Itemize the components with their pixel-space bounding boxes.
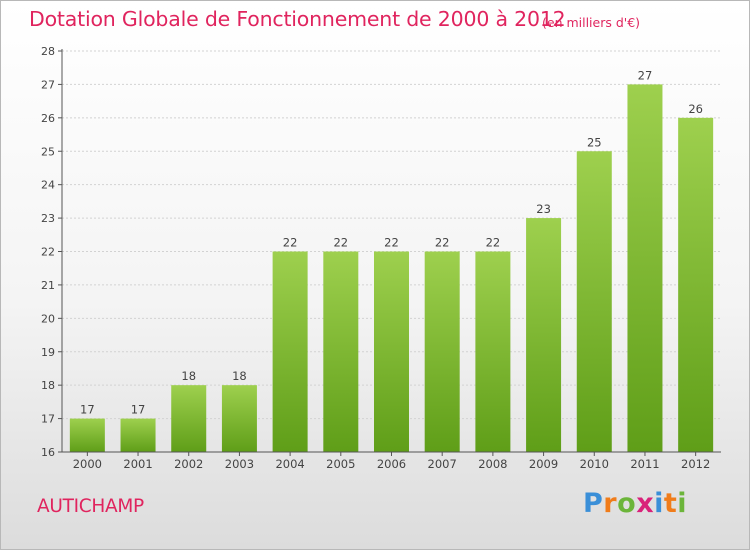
bar-2004	[272, 251, 308, 452]
data-label: 25	[587, 135, 602, 149]
data-label: 22	[435, 236, 450, 250]
logo-letter: o	[617, 488, 637, 519]
axes: 16 17 18 19 20 21 22 23 24 25 26 27 28 2000 2001 2002 20…	[41, 45, 721, 471]
x-tick-label: 2007	[428, 457, 457, 471]
y-tick-label: 26	[41, 112, 55, 125]
data-label: 22	[283, 236, 298, 250]
data-label: 26	[688, 102, 703, 116]
data-label: 22	[384, 236, 399, 250]
x-tick-label: 2004	[275, 457, 304, 471]
logo-letter: i	[654, 488, 664, 519]
data-label: 18	[181, 369, 196, 383]
data-label: 17	[80, 403, 95, 417]
bar-2006	[374, 251, 409, 452]
logo-letter: P	[583, 488, 604, 519]
bar-2003	[221, 385, 257, 452]
x-tick-label: 2006	[377, 457, 406, 471]
y-tick-label: 16	[41, 446, 55, 459]
bar-2007	[424, 251, 460, 452]
y-tick-label: 20	[41, 312, 55, 325]
y-tick-label: 27	[41, 78, 55, 91]
logo-letter: i	[677, 488, 688, 519]
y-tick-label: 17	[41, 413, 55, 426]
x-tick-label: 2000	[73, 457, 102, 471]
bar-2010	[576, 151, 612, 452]
chart-unit: (en milliers d'€)	[542, 15, 641, 30]
bar-2005	[323, 251, 359, 452]
x-tick-label: 2010	[580, 457, 609, 471]
data-label: 22	[486, 236, 501, 250]
bars: 17 17 18 18 22 22 22 22 22 23 25 27 26	[69, 68, 714, 453]
data-label: 18	[232, 369, 247, 383]
x-tick-label: 2001	[123, 457, 152, 471]
y-tick-label: 21	[41, 279, 55, 292]
x-tick-label: 2008	[478, 457, 507, 471]
y-tick-label: 18	[41, 379, 55, 392]
data-label: 23	[536, 202, 551, 216]
data-label: 17	[131, 403, 146, 417]
x-tick-label: 2003	[225, 457, 254, 471]
x-tick-label: 2002	[174, 457, 203, 471]
logo-letter: x	[636, 488, 655, 519]
x-tick-label: 2009	[529, 457, 558, 471]
x-tick-label: 2011	[630, 457, 659, 471]
y-tick-label: 19	[41, 346, 55, 359]
bar-2002	[171, 385, 207, 452]
bar-2012	[678, 117, 714, 452]
bar-2001	[120, 418, 156, 452]
bar-2008	[475, 251, 511, 452]
logo-letter: r	[603, 488, 618, 519]
bar-2000	[69, 418, 105, 452]
data-label: 22	[333, 236, 348, 250]
x-tick-label: 2005	[326, 457, 355, 471]
y-tick-label: 25	[41, 145, 55, 158]
chart-title: Dotation Globale de Fonctionnement de 20…	[29, 7, 566, 31]
data-label: 27	[638, 68, 653, 82]
logo-letter: t	[663, 488, 678, 519]
commune-name: AUTICHAMP	[37, 496, 144, 517]
x-tick-label: 2012	[681, 457, 710, 471]
bar-2011	[627, 84, 663, 453]
y-tick-label: 22	[41, 246, 55, 259]
y-tick-label: 23	[41, 212, 55, 225]
bar-2009	[526, 218, 562, 452]
proxiti-logo[interactable]: Proxiti	[583, 488, 687, 519]
y-tick-label: 24	[41, 179, 55, 192]
y-tick-label: 28	[41, 45, 55, 58]
